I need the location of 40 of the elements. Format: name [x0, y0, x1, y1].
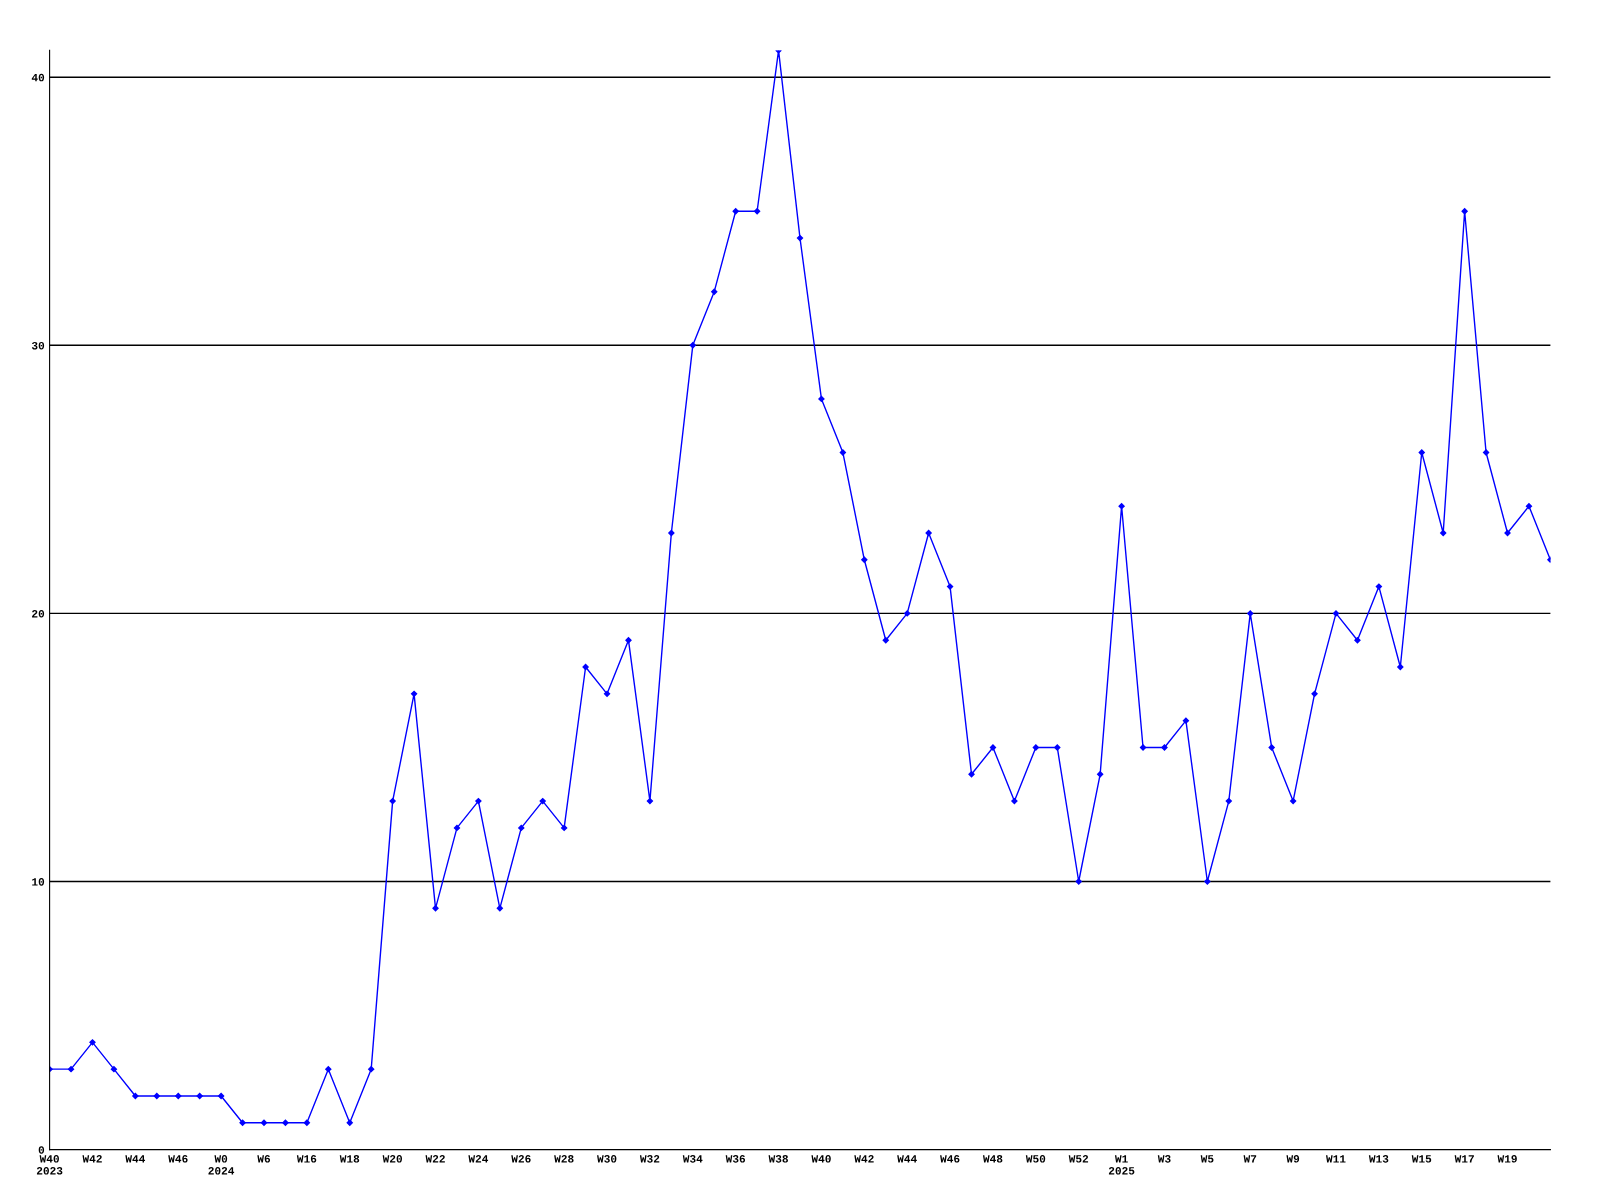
x-tick-label: W20: [382, 1155, 402, 1163]
x-tick-label: W44: [125, 1155, 146, 1163]
x-tick-label: W44: [897, 1155, 917, 1163]
x-tick-label: W17: [1454, 1155, 1474, 1163]
x-tick-label: W3: [1157, 1155, 1171, 1163]
x-tick-label: W7: [1243, 1155, 1257, 1163]
x-tick-label: W9: [1286, 1155, 1300, 1163]
x-tick-label: W52: [1068, 1155, 1089, 1163]
x-tick-label: W0 2024: [208, 1155, 235, 1175]
x-tick-label: W32: [639, 1155, 660, 1163]
x-tick-label: W38: [768, 1155, 788, 1163]
y-tick-label: 30: [31, 341, 45, 350]
y-tick-label: 40: [31, 73, 45, 82]
x-tick-label: W19: [1497, 1155, 1517, 1163]
x-tick-label: W5: [1200, 1155, 1214, 1163]
x-tick-label: W1 2025: [1108, 1155, 1135, 1175]
x-tick-label: W42: [854, 1155, 874, 1163]
x-tick-label: W28: [554, 1155, 574, 1163]
x-tick-label: W40: [811, 1155, 831, 1163]
x-tick-label: W46: [940, 1155, 960, 1163]
x-tick-label: W26: [511, 1155, 531, 1163]
x-tick-label: W6: [257, 1155, 271, 1163]
x-tick-label: W16: [296, 1155, 317, 1163]
x-tick-label: W46: [168, 1155, 188, 1163]
x-tick-label: W13: [1368, 1155, 1389, 1163]
x-tick-label: W22: [425, 1155, 445, 1163]
x-tick-label: W36: [725, 1155, 746, 1163]
x-tick-label: W42: [82, 1155, 102, 1163]
y-tick-label: 0: [38, 1146, 45, 1154]
x-tick-label: W30: [597, 1155, 617, 1163]
x-tick-label: W15: [1411, 1155, 1432, 1163]
y-tick-label: 10: [32, 878, 45, 886]
x-tick-label: W24: [468, 1155, 489, 1163]
x-tick-label: W18: [339, 1155, 360, 1163]
x-tick-label: W34: [682, 1155, 703, 1163]
x-tick-label: W48: [982, 1155, 1003, 1163]
x-tick-label: W50: [1025, 1155, 1046, 1163]
x-tick-label: W40 2023: [36, 1155, 63, 1175]
x-tick-label: W11: [1326, 1155, 1346, 1163]
y-tick-label: 20: [32, 610, 45, 618]
